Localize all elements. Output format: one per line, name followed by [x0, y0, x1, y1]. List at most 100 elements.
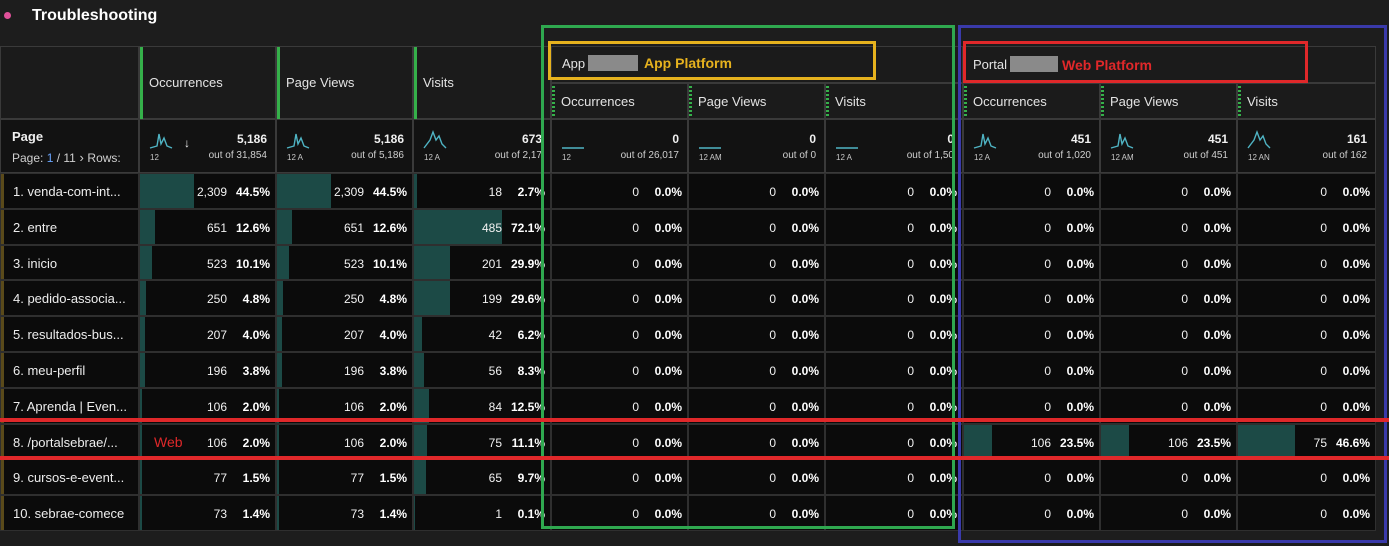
row-3-cell-9[interactable]: 0 0.0%	[1237, 244, 1376, 281]
row-4-cell-5[interactable]: 0 0.0%	[688, 280, 825, 317]
row-2-cell-4[interactable]: 0 0.0%	[551, 208, 688, 245]
row-4-cell-2[interactable]: 250 4.8%	[276, 280, 413, 317]
row-7-cell-5[interactable]: 0 0.0%	[688, 387, 825, 424]
row-2-cell-1[interactable]: 651 12.6%	[139, 208, 276, 245]
row-label[interactable]: 3. inicio	[13, 255, 58, 271]
row-6-cell-9[interactable]: 0 0.0%	[1237, 352, 1376, 388]
row-4-cell-8[interactable]: 0 0.0%	[1100, 280, 1237, 317]
row-5-cell-7[interactable]: 0 0.0%	[963, 316, 1100, 352]
row-1-dimension[interactable]: 1. venda-com-int...	[0, 173, 139, 209]
row-8-cell-6[interactable]: 0 0.0%	[825, 423, 963, 460]
row-3-cell-1[interactable]: 523 10.1%	[139, 244, 276, 281]
row-5-cell-6[interactable]: 0 0.0%	[825, 316, 963, 352]
row-1-cell-1[interactable]: 2,309 44.5%	[139, 173, 276, 209]
row-9-cell-9[interactable]: 0 0.0%	[1237, 459, 1376, 496]
row-9-cell-6[interactable]: 0 0.0%	[825, 459, 963, 496]
row-7-cell-7[interactable]: 0 0.0%	[963, 387, 1100, 424]
row-8-cell-8[interactable]: 106 23.5%	[1100, 423, 1237, 460]
column-resize-handle[interactable]	[140, 47, 143, 119]
row-10-cell-1[interactable]: 73 1.4%	[139, 495, 276, 531]
column-header-8[interactable]: Page Views	[1100, 83, 1237, 119]
row-10-cell-8[interactable]: 0 0.0%	[1100, 495, 1237, 531]
row-3-cell-2[interactable]: 523 10.1%	[276, 244, 413, 281]
row-2-cell-2[interactable]: 651 12.6%	[276, 208, 413, 245]
row-5-cell-8[interactable]: 0 0.0%	[1100, 316, 1237, 352]
row-10-cell-5[interactable]: 0 0.0%	[688, 495, 825, 531]
row-label[interactable]: 1. venda-com-int...	[13, 184, 121, 199]
row-3-cell-5[interactable]: 0 0.0%	[688, 244, 825, 281]
row-4-cell-4[interactable]: 0 0.0%	[551, 280, 688, 317]
row-6-cell-6[interactable]: 0 0.0%	[825, 352, 963, 388]
row-10-dimension[interactable]: 10. sebrae-comece	[0, 495, 139, 531]
row-3-cell-8[interactable]: 0 0.0%	[1100, 244, 1237, 281]
row-8-cell-9[interactable]: 75 46.6%	[1237, 423, 1376, 460]
row-2-cell-6[interactable]: 0 0.0%	[825, 208, 963, 245]
row-2-cell-3[interactable]: 485 72.1%	[413, 208, 551, 245]
row-10-cell-3[interactable]: 1 0.1%	[413, 495, 551, 531]
row-8-cell-7[interactable]: 106 23.5%	[963, 423, 1100, 460]
column-header-7[interactable]: Occurrences	[963, 83, 1100, 119]
row-1-cell-7[interactable]: 0 0.0%	[963, 173, 1100, 209]
row-label[interactable]: 6. meu-perfil	[13, 363, 86, 378]
row-4-dimension[interactable]: 4. pedido-associa...	[0, 280, 139, 317]
row-8-cell-4[interactable]: 0 0.0%	[551, 423, 688, 460]
row-3-cell-4[interactable]: 0 0.0%	[551, 244, 688, 281]
row-3-cell-7[interactable]: 0 0.0%	[963, 244, 1100, 281]
row-label[interactable]: 8. /portalsebrae/...	[13, 434, 118, 450]
row-8-cell-3[interactable]: 75 11.1%	[413, 423, 551, 460]
sort-descending-icon[interactable]: ↓	[184, 136, 190, 150]
row-label[interactable]: 5. resultados-bus...	[13, 327, 124, 343]
row-9-dimension[interactable]: 9. cursos-e-event...	[0, 459, 139, 496]
column-resize-handle[interactable]	[1101, 86, 1104, 118]
row-3-cell-6[interactable]: 0 0.0%	[825, 244, 963, 281]
row-9-cell-5[interactable]: 0 0.0%	[688, 459, 825, 496]
column-resize-handle[interactable]	[689, 86, 692, 118]
row-8-dimension[interactable]: 8. /portalsebrae/...	[0, 423, 139, 460]
row-4-cell-9[interactable]: 0 0.0%	[1237, 280, 1376, 317]
row-9-cell-2[interactable]: 77 1.5%	[276, 459, 413, 496]
row-7-cell-2[interactable]: 106 2.0%	[276, 387, 413, 424]
row-6-cell-1[interactable]: 196 3.8%	[139, 352, 276, 388]
row-4-cell-1[interactable]: 250 4.8%	[139, 280, 276, 317]
column-header-1[interactable]: Occurrences	[139, 46, 276, 119]
column-resize-handle[interactable]	[1238, 86, 1241, 118]
column-resize-handle[interactable]	[414, 47, 417, 119]
row-label[interactable]: 4. pedido-associa...	[13, 291, 126, 307]
row-6-cell-5[interactable]: 0 0.0%	[688, 352, 825, 388]
row-8-cell-2[interactable]: 106 2.0%	[276, 423, 413, 460]
row-5-cell-5[interactable]: 0 0.0%	[688, 316, 825, 352]
row-2-cell-5[interactable]: 0 0.0%	[688, 208, 825, 245]
row-5-dimension[interactable]: 5. resultados-bus...	[0, 316, 139, 352]
row-4-cell-3[interactable]: 199 29.6%	[413, 280, 551, 317]
column-resize-handle[interactable]	[277, 47, 280, 119]
row-9-cell-1[interactable]: 77 1.5%	[139, 459, 276, 496]
row-2-cell-9[interactable]: 0 0.0%	[1237, 208, 1376, 245]
column-header-6[interactable]: Visits	[825, 83, 963, 119]
row-4-cell-6[interactable]: 0 0.0%	[825, 280, 963, 317]
column-resize-handle[interactable]	[826, 86, 829, 118]
row-1-cell-8[interactable]: 0 0.0%	[1100, 173, 1237, 209]
row-7-cell-1[interactable]: 106 2.0%	[139, 387, 276, 424]
row-1-cell-5[interactable]: 0 0.0%	[688, 173, 825, 209]
row-5-cell-3[interactable]: 42 6.2%	[413, 316, 551, 352]
column-header-2[interactable]: Page Views	[276, 46, 413, 119]
row-5-cell-4[interactable]: 0 0.0%	[551, 316, 688, 352]
row-2-cell-8[interactable]: 0 0.0%	[1100, 208, 1237, 245]
row-10-cell-2[interactable]: 73 1.4%	[276, 495, 413, 531]
column-resize-handle[interactable]	[552, 86, 555, 118]
row-label[interactable]: 9. cursos-e-event...	[13, 470, 125, 486]
row-7-cell-8[interactable]: 0 0.0%	[1100, 387, 1237, 424]
row-9-cell-4[interactable]: 0 0.0%	[551, 459, 688, 496]
chevron-right-icon[interactable]: ›	[75, 150, 88, 165]
row-8-cell-1[interactable]: 106 2.0%	[139, 423, 276, 460]
column-header-9[interactable]: Visits	[1237, 83, 1376, 119]
column-header-3[interactable]: Visits	[413, 46, 551, 119]
row-1-cell-9[interactable]: 0 0.0%	[1237, 173, 1376, 209]
row-10-cell-7[interactable]: 0 0.0%	[963, 495, 1100, 531]
row-4-cell-7[interactable]: 0 0.0%	[963, 280, 1100, 317]
row-2-cell-7[interactable]: 0 0.0%	[963, 208, 1100, 245]
row-label[interactable]: 10. sebrae-comece	[13, 506, 125, 522]
row-1-cell-4[interactable]: 0 0.0%	[551, 173, 688, 209]
row-9-cell-7[interactable]: 0 0.0%	[963, 459, 1100, 496]
row-3-cell-3[interactable]: 201 29.9%	[413, 244, 551, 281]
